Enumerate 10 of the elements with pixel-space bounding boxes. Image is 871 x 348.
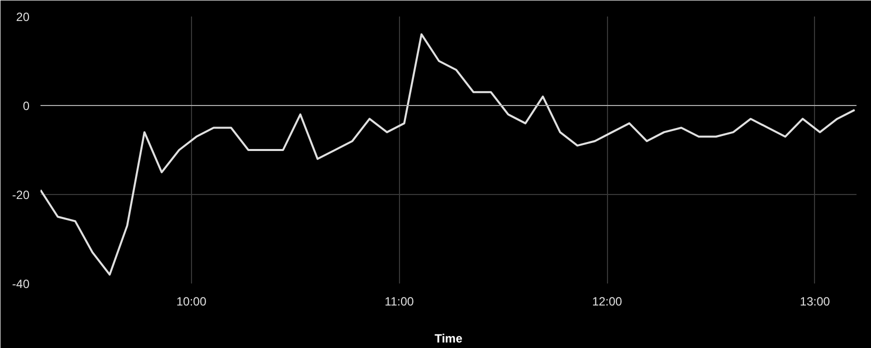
x-tick-label: 11:00 [384,294,414,308]
x-tick-label: 13:00 [800,294,830,308]
y-tick-label: -20 [12,188,30,202]
x-tick-label: 10:00 [176,294,207,308]
x-axis-title: Time [434,332,463,346]
line-series [40,33,856,276]
x-tick-label: 12:00 [592,294,622,308]
y-tick-label: -40 [12,277,30,291]
y-tick-label: 0 [22,99,30,113]
y-tick-label: 20 [16,10,30,24]
